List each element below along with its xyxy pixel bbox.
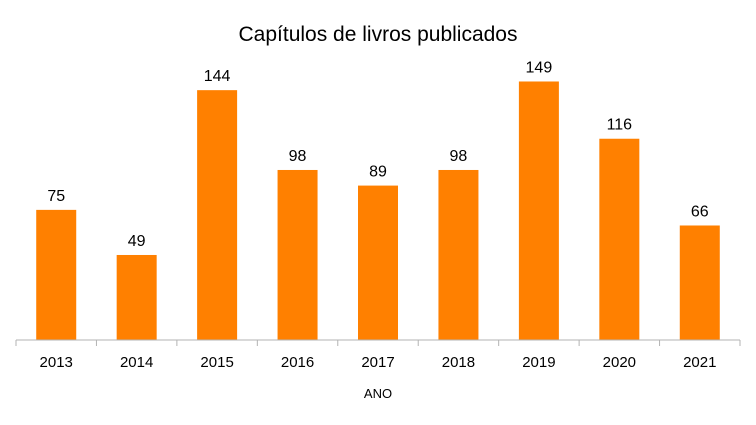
bar-2021 [679,225,720,340]
bar-2019 [518,81,559,341]
bars-group [36,81,720,341]
x-tick-label-2017: 2017 [361,354,394,371]
chart-title: Capítulos de livros publicados [239,23,518,46]
data-label-2019: 149 [526,59,553,76]
data-label-2015: 144 [204,68,231,85]
bar-2020 [599,138,640,340]
data-label-2016: 98 [289,148,307,165]
bar-2014 [116,254,157,340]
data-label-2021: 66 [691,203,709,220]
bar-2015 [197,90,238,340]
x-tick-label-2020: 2020 [603,354,636,371]
data-label-2013: 75 [47,188,65,205]
x-tick-label-2013: 2013 [40,354,73,371]
bar-2018 [438,169,479,340]
x-tick-label-2021: 2021 [683,354,716,371]
x-tick-labels-group: 2013 2014 2015 2016 2017 2018 2019 2020 2021 [40,354,717,371]
data-label-2020: 116 [607,117,633,134]
data-label-2018: 98 [450,148,468,165]
bar-2013 [36,209,77,340]
x-tick-label-2015: 2015 [200,354,233,371]
x-ticks-group [15,340,741,346]
data-labels-group: 75 49 144 98 89 98 149 116 66 [47,59,708,250]
x-tick-label-2019: 2019 [522,354,555,371]
x-axis-title: ANO [364,386,392,401]
x-tick-label-2018: 2018 [442,354,475,371]
bar-2016 [277,169,318,340]
x-tick-label-2014: 2014 [120,354,153,371]
bar-2017 [358,185,398,340]
x-tick-label-2016: 2016 [281,354,314,371]
data-label-2017: 89 [369,164,387,181]
data-label-2014: 49 [128,233,146,250]
